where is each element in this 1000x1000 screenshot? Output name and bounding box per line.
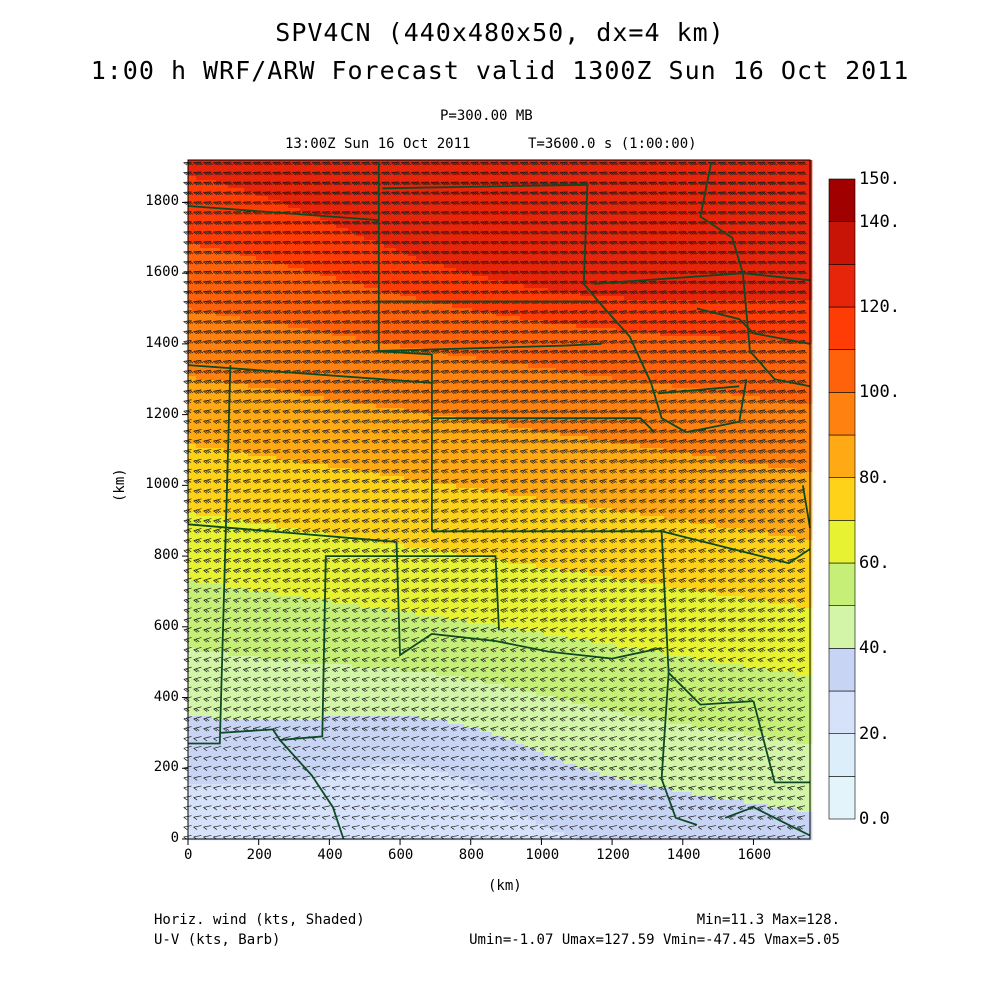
- colorbar-bin: [829, 179, 855, 222]
- y-tick-label: 1200: [145, 406, 179, 422]
- colorbar-bin: [829, 691, 855, 734]
- x-tick-label: 1600: [737, 847, 771, 863]
- colorbar-bin: [829, 307, 855, 350]
- x-axis-label: (km): [488, 878, 522, 894]
- colorbar-bin: [829, 392, 855, 435]
- colorbar-label: 20.: [859, 724, 890, 744]
- y-tick-label: 0: [171, 830, 179, 846]
- footer-barb-field: U-V (kts, Barb): [154, 932, 280, 948]
- y-tick-label: 400: [154, 689, 179, 705]
- colorbar-bin: [829, 435, 855, 478]
- x-tick-label: 200: [247, 847, 272, 863]
- footer-uv-stats: Umin=-1.07 Umax=127.59 Vmin=-47.45 Vmax=…: [469, 932, 840, 948]
- colorbar-label: 80.: [859, 468, 890, 488]
- colorbar-label: 40.: [859, 638, 890, 658]
- x-tick-label: 600: [388, 847, 413, 863]
- colorbar-label: 150.: [859, 169, 900, 189]
- y-tick-label: 1800: [145, 193, 179, 209]
- y-tick-label: 200: [154, 759, 179, 775]
- colorbar-bin: [829, 520, 855, 563]
- footer-shaded-field: Horiz. wind (kts, Shaded): [154, 912, 365, 928]
- colorbar-bin: [829, 606, 855, 649]
- y-tick-label: 1000: [145, 476, 179, 492]
- y-tick-label: 600: [154, 618, 179, 634]
- y-tick-label: 1400: [145, 335, 179, 351]
- colorbar-bin: [829, 776, 855, 819]
- colorbar-label: 140.: [859, 212, 900, 232]
- x-tick-label: 1400: [667, 847, 701, 863]
- x-tick-label: 0: [184, 847, 192, 863]
- colorbar-label: 120.: [859, 297, 900, 317]
- x-tick-label: 800: [459, 847, 484, 863]
- colorbar-label: 100.: [859, 382, 900, 402]
- y-axis-label: (km): [112, 468, 128, 502]
- colorbar-bin: [829, 478, 855, 521]
- y-tick-label: 800: [154, 547, 179, 563]
- colorbar-bin: [829, 734, 855, 777]
- footer-min-max: Min=11.3 Max=128.: [697, 912, 840, 928]
- x-tick-label: 400: [317, 847, 342, 863]
- colorbar: [829, 179, 855, 819]
- colorbar-bin: [829, 350, 855, 393]
- x-tick-label: 1200: [596, 847, 630, 863]
- y-tick-label: 1600: [145, 264, 179, 280]
- colorbar-label: 60.: [859, 553, 890, 573]
- colorbar-bin: [829, 563, 855, 606]
- colorbar-label: 0.0: [859, 809, 890, 829]
- colorbar-bin: [829, 264, 855, 307]
- x-tick-label: 1000: [525, 847, 559, 863]
- colorbar-bin: [829, 648, 855, 691]
- colorbar-bin: [829, 222, 855, 265]
